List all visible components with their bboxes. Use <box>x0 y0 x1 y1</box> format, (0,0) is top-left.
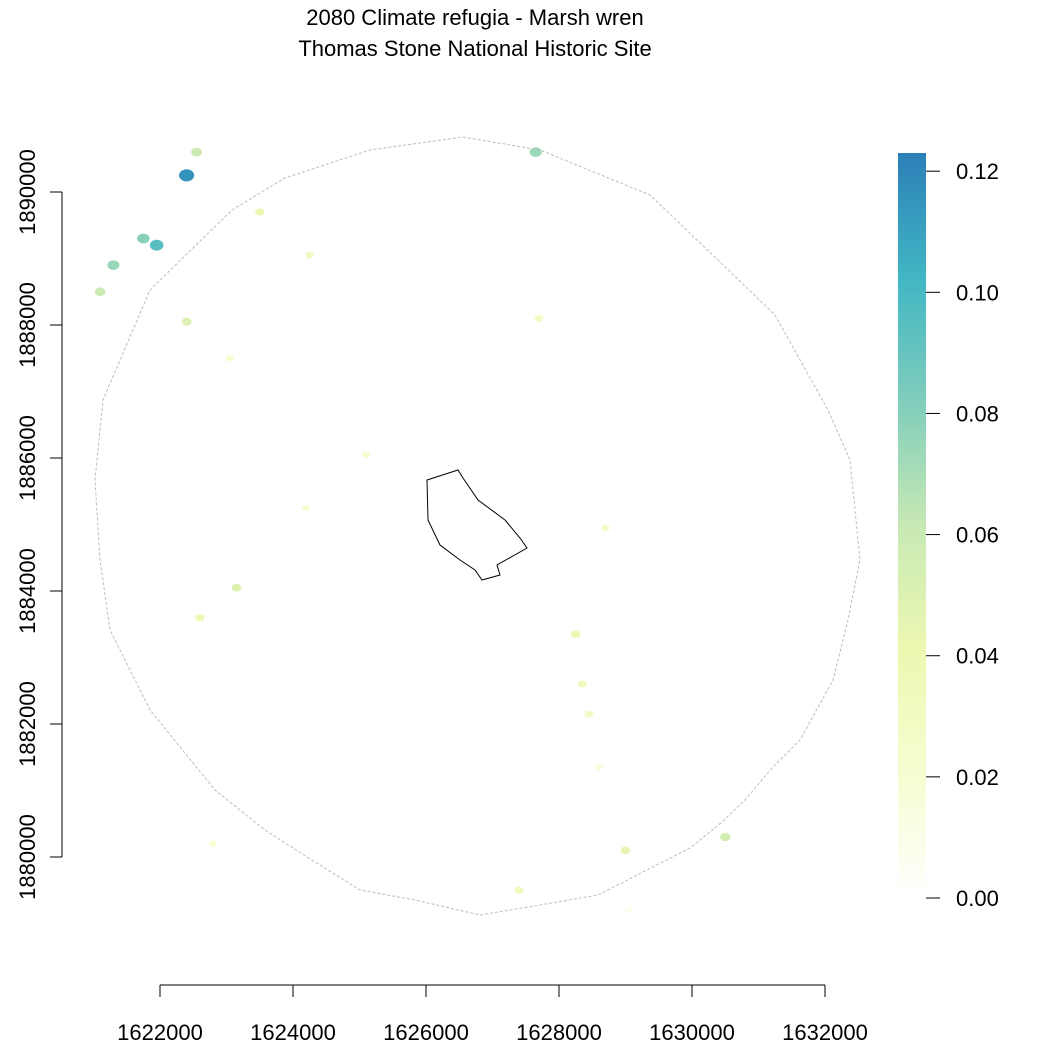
refugia-patch <box>209 840 217 847</box>
y-tick-label: 1884000 <box>15 548 40 634</box>
refugia-patch <box>514 886 524 894</box>
buffer-outline <box>94 136 861 916</box>
x-axis: 1622000 1624000 1626000 1628000 1630000 16320… <box>117 984 868 1045</box>
x-tick-label: 1632000 <box>782 1020 868 1045</box>
legend-tick-label: 0.02 <box>956 765 999 790</box>
y-tick-label: 1882000 <box>15 681 40 767</box>
y-tick-label: 1888000 <box>15 282 40 368</box>
y-tick-label: 1890000 <box>15 149 40 235</box>
x-tick-label: 1628000 <box>516 1020 602 1045</box>
refugia-patch <box>302 504 311 511</box>
refugia-patch <box>534 314 544 322</box>
legend-tick-label: 0.04 <box>956 644 999 669</box>
refugia-patch <box>255 208 265 216</box>
legend-gradient <box>898 153 926 898</box>
refugia-patch <box>149 239 164 251</box>
refugia-patch <box>181 317 192 326</box>
legend-tick-label: 0.00 <box>956 886 999 911</box>
refugia-patch <box>601 524 610 532</box>
refugia-patch <box>137 233 150 244</box>
refugia-patch <box>107 260 120 270</box>
legend-tick-label: 0.10 <box>956 280 999 305</box>
legend-tick-label: 0.06 <box>956 523 999 548</box>
refugia-patch <box>625 907 633 913</box>
refugia-patch <box>191 147 202 157</box>
y-tick-label: 1886000 <box>15 415 40 501</box>
refugia-patch <box>195 613 205 622</box>
refugia-patch <box>362 451 370 458</box>
refugia-patches <box>94 147 731 913</box>
x-tick-label: 1624000 <box>250 1020 336 1045</box>
refugia-patch <box>584 710 594 718</box>
refugia-patch <box>577 680 587 688</box>
refugia-patch <box>595 764 603 771</box>
refugia-patch <box>179 169 195 182</box>
y-axis: 1880000 1882000 1884000 1886000 1888000 18900… <box>15 149 63 900</box>
refugia-patch <box>720 832 731 842</box>
refugia-patch <box>529 147 542 157</box>
x-tick-label: 1630000 <box>649 1020 735 1045</box>
map-title: 2080 Climate refugia - Marsh wren <box>306 5 644 30</box>
refugia-patch <box>620 846 631 855</box>
map-subtitle: Thomas Stone National Historic Site <box>298 36 652 61</box>
legend-tick-label: 0.08 <box>956 401 999 426</box>
park-boundary <box>426 469 528 581</box>
legend-color-bar: 0.00 0.02 0.04 0.06 0.08 0.10 0.12 <box>898 153 999 911</box>
x-tick-label: 1622000 <box>117 1020 203 1045</box>
x-tick-label: 1626000 <box>383 1020 469 1045</box>
y-tick-label: 1880000 <box>15 814 40 900</box>
refugia-patch <box>94 287 106 297</box>
refugia-patch <box>226 355 234 362</box>
legend-tick-label: 0.12 <box>956 159 999 184</box>
refugia-patch <box>571 630 581 638</box>
refugia-patch <box>305 251 314 259</box>
refugia-patch <box>231 583 242 592</box>
